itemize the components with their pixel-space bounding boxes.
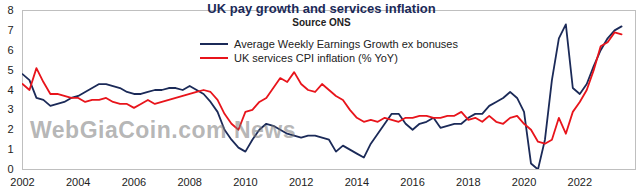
svg-text:2: 2 xyxy=(7,123,13,135)
svg-text:2016: 2016 xyxy=(400,176,424,188)
svg-text:2008: 2008 xyxy=(177,176,201,188)
html-text:UK pay growth and services inf: UK pay growth and services inflation xyxy=(207,1,436,16)
svg-text:2014: 2014 xyxy=(345,176,369,188)
svg-text:7: 7 xyxy=(7,24,13,36)
svg-text:1: 1 xyxy=(7,143,13,155)
svg-text:2010: 2010 xyxy=(233,176,257,188)
svg-text:2018: 2018 xyxy=(456,176,480,188)
svg-text:5: 5 xyxy=(7,64,13,76)
svg-text:2022: 2022 xyxy=(568,176,592,188)
svg-text:4: 4 xyxy=(7,84,13,96)
html-text:Source ONS: Source ONS xyxy=(292,17,351,28)
svg-text:0: 0 xyxy=(7,163,13,175)
svg-text:2002: 2002 xyxy=(10,176,34,188)
svg-text:2006: 2006 xyxy=(122,176,146,188)
svg-text:2020: 2020 xyxy=(512,176,536,188)
html-text:UK services CPI inflation (% Y: UK services CPI inflation (% YoY) xyxy=(234,52,398,64)
svg-text:3: 3 xyxy=(7,103,13,115)
svg-text:2004: 2004 xyxy=(66,176,90,188)
html-text:Average Weekly Earnings Growth: Average Weekly Earnings Growth ex bonuse… xyxy=(234,38,458,50)
html-text:WebGiaCoin.com News: WebGiaCoin.com News xyxy=(30,117,296,143)
svg-text:8: 8 xyxy=(7,4,13,16)
svg-text:2012: 2012 xyxy=(289,176,313,188)
svg-text:6: 6 xyxy=(7,44,13,56)
